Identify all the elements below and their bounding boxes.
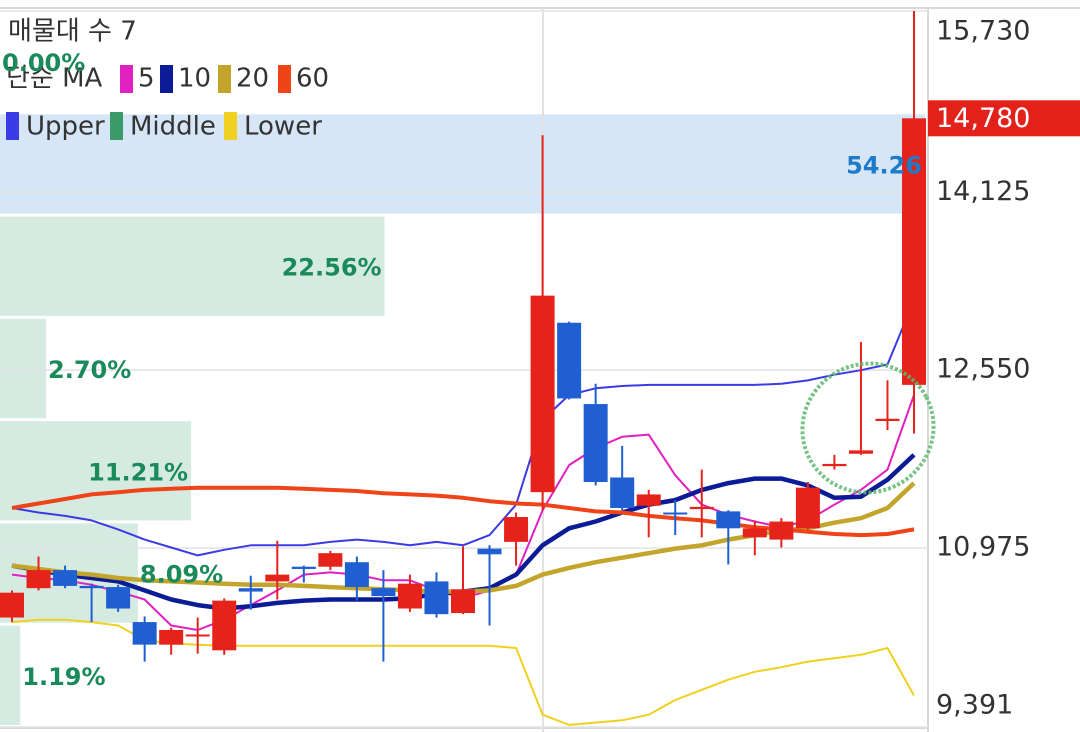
legend-label: 10 xyxy=(178,64,211,94)
volume-label: 8.09% xyxy=(140,561,223,589)
candle-body xyxy=(212,600,237,651)
y-tick-label: 15,730 xyxy=(936,16,1030,47)
candle-body xyxy=(610,477,635,508)
candle-body xyxy=(344,562,369,588)
candle-body xyxy=(238,588,263,592)
candle-body xyxy=(318,553,343,567)
legend-label: 5 xyxy=(138,64,155,94)
candle-body xyxy=(159,629,184,645)
candle-body xyxy=(530,295,555,493)
y-tick-label: 10,975 xyxy=(936,532,1030,563)
candle-body xyxy=(504,517,529,542)
candle-body xyxy=(875,418,900,422)
volume-label: 11.21% xyxy=(88,458,188,486)
candle-body xyxy=(477,548,502,555)
volume-profile xyxy=(0,114,925,725)
volume-bar xyxy=(0,216,385,316)
candle-body xyxy=(689,506,714,510)
legend-swatch xyxy=(110,112,123,140)
chart-title: 매물대 수 7 xyxy=(8,17,137,47)
bollinger-line xyxy=(11,299,915,557)
annotation-circle xyxy=(800,361,936,495)
volume-label: 22.56% xyxy=(282,254,382,282)
candle-body xyxy=(583,404,608,483)
candle-body xyxy=(132,622,157,645)
candle-body xyxy=(636,494,661,506)
legend-swatch xyxy=(160,65,173,93)
legend-swatch xyxy=(218,65,231,93)
candle-body xyxy=(822,463,847,467)
candle-body xyxy=(848,450,873,454)
candle-body xyxy=(265,574,290,582)
last-price-label: 14,780 xyxy=(936,103,1030,134)
candle-body xyxy=(26,570,51,589)
candle-body xyxy=(557,322,582,399)
candle-body xyxy=(53,570,78,586)
candle-body xyxy=(185,634,210,637)
candle-body xyxy=(795,487,820,529)
candle-body xyxy=(451,589,475,614)
legend-swatch xyxy=(278,65,291,93)
y-tick-label: 14,125 xyxy=(936,176,1030,207)
legend-swatch xyxy=(224,112,237,140)
volume-label: 0.00% xyxy=(2,49,85,77)
candle-body xyxy=(371,588,396,597)
legend-label: Middle xyxy=(130,112,216,142)
last-price-box xyxy=(928,100,1080,137)
candle-body xyxy=(291,566,316,569)
candle-body xyxy=(742,528,767,538)
labels: 0.00% 54.26 22.56% 2.70% 11.21% 8.09% 1.19% xyxy=(2,49,922,691)
candle-body xyxy=(79,585,104,589)
volume-bar xyxy=(0,318,47,419)
candle-body xyxy=(663,512,688,515)
volume-bar xyxy=(0,114,925,214)
ma-line xyxy=(11,485,915,538)
volume-label: 1.19% xyxy=(22,663,105,691)
candle-body xyxy=(716,511,741,529)
candles xyxy=(0,11,926,662)
y-tick-label: 9,391 xyxy=(936,690,1013,721)
legend-swatch xyxy=(120,65,133,93)
volume-label: 54.26 xyxy=(846,151,922,179)
y-tick-label: 12,550 xyxy=(936,354,1030,385)
legend-label: 20 xyxy=(236,64,269,94)
legend-label: 60 xyxy=(296,64,329,94)
volume-bar xyxy=(0,625,21,725)
volume-label: 2.70% xyxy=(48,356,131,384)
candle-body xyxy=(424,581,449,615)
candle-body xyxy=(106,587,131,609)
legend-label: Upper xyxy=(26,112,105,142)
legend: 매물대 수 7 단순 MA 5 10 20 60 Upper Middle Lower xyxy=(6,17,329,142)
candle-body xyxy=(0,592,24,618)
price-axis: 15,730 14,125 12,550 10,975 9,391 14,780 xyxy=(928,16,1080,721)
ma-label: 단순 MA xyxy=(6,64,103,94)
legend-label: Lower xyxy=(244,112,322,142)
candle-body xyxy=(397,583,422,609)
candle-body xyxy=(769,521,794,540)
legend-swatch xyxy=(6,112,19,140)
candle-body xyxy=(902,118,926,385)
